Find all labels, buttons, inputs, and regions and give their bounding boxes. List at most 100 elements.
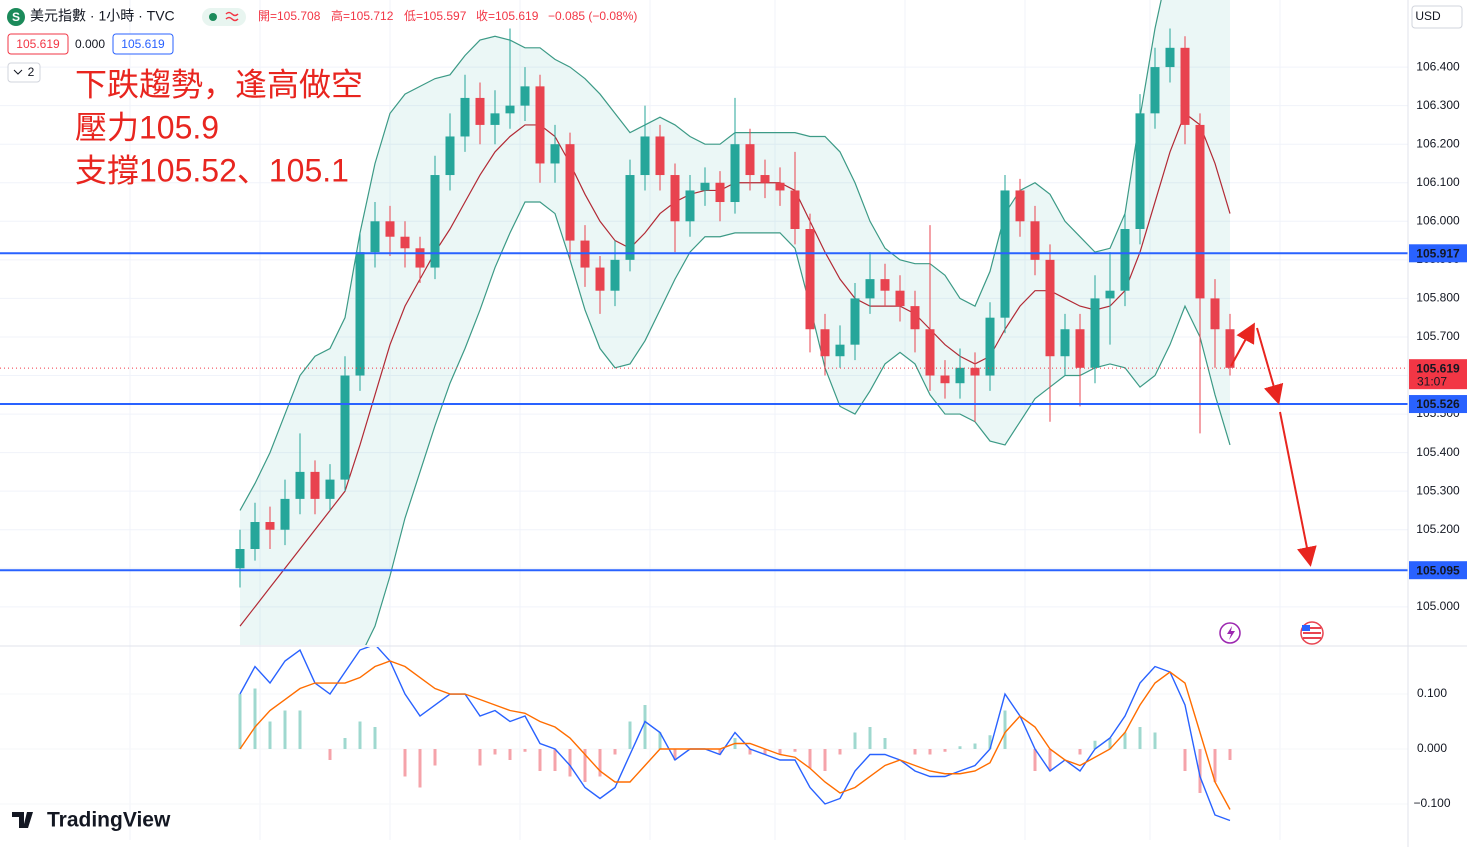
histogram-bar xyxy=(403,748,407,777)
candle-body xyxy=(850,298,860,345)
logo-mark xyxy=(12,812,33,828)
candle-body xyxy=(940,375,950,384)
level-label: 105.917 xyxy=(1416,246,1460,260)
candle-body xyxy=(835,344,845,357)
candle-body xyxy=(1180,47,1190,125)
ask-price: 105.619 xyxy=(121,37,165,51)
candle-body xyxy=(1030,221,1040,260)
y-tick-label: −0.100 xyxy=(1413,796,1450,810)
histogram-bar xyxy=(253,688,257,749)
chevron xyxy=(13,69,23,75)
y-tick-label: 105.400 xyxy=(1416,445,1460,459)
histogram-bar xyxy=(748,748,752,755)
histogram-bar xyxy=(553,748,557,771)
symbol-icon xyxy=(7,8,25,26)
histogram-bar xyxy=(373,727,377,749)
histogram-bar xyxy=(358,721,362,749)
price-box xyxy=(112,33,174,55)
candle-body xyxy=(625,175,635,260)
candle-body xyxy=(370,221,380,253)
candle-body xyxy=(280,498,290,530)
candle-body xyxy=(760,175,770,183)
candle-body xyxy=(445,136,455,176)
histogram-bar xyxy=(1228,748,1232,760)
histogram-bar xyxy=(868,727,872,749)
histogram-bar xyxy=(973,743,977,749)
candle-body xyxy=(325,479,335,499)
candle-body xyxy=(955,367,965,384)
symbol-title[interactable]: 美元指數 · 1小時 · TVC xyxy=(30,8,175,24)
candle-body xyxy=(925,329,935,376)
status-dot xyxy=(209,13,217,21)
candle-body xyxy=(655,136,665,176)
level-label-bg xyxy=(1409,395,1467,414)
ohlc-value: 開=105.708 xyxy=(258,9,321,23)
y-tick-label: 106.100 xyxy=(1416,175,1460,189)
histogram-bar xyxy=(1108,738,1112,749)
candle-body xyxy=(505,105,515,114)
candle-body xyxy=(670,175,680,222)
candle-body xyxy=(520,86,530,106)
symbol-letter: S xyxy=(12,10,20,24)
bid-price: 105.619 xyxy=(16,37,60,51)
y-tick-label: 105.700 xyxy=(1416,329,1460,343)
histogram-bar xyxy=(538,748,542,771)
ohlc-value: 低=105.597 xyxy=(404,9,467,23)
histogram-bar xyxy=(1048,748,1052,771)
histogram-bar xyxy=(958,746,962,749)
indicator-toggle[interactable] xyxy=(7,62,41,83)
ohlc-readout: 開=105.708 高=105.712 低=105.597 收=105.619 −0.0… xyxy=(258,8,637,23)
currency: USD xyxy=(1415,9,1441,23)
y-tick-label: 106.400 xyxy=(1416,59,1460,73)
candle-body xyxy=(475,97,485,125)
candle-body xyxy=(490,113,500,125)
candle-body xyxy=(775,182,785,191)
status-icon xyxy=(225,11,239,22)
candle-body xyxy=(970,367,980,376)
candle-body xyxy=(1195,124,1205,299)
histogram-bar xyxy=(613,748,617,755)
candle-body xyxy=(1060,329,1070,357)
price-box xyxy=(7,33,69,55)
candle-body xyxy=(1165,47,1175,68)
logo-text[interactable]: TradingView xyxy=(47,809,171,832)
candle-body xyxy=(820,329,830,357)
status-toggle[interactable] xyxy=(202,8,246,26)
ohlc-value: 收=105.619 xyxy=(476,9,539,23)
indicator-count: 2 xyxy=(28,65,35,79)
histogram-bar xyxy=(598,748,602,777)
histogram-bar xyxy=(1153,732,1157,749)
histogram-bar xyxy=(1138,727,1142,749)
candle-body xyxy=(295,471,305,499)
candle-body xyxy=(1135,113,1145,230)
histogram-bar xyxy=(793,748,797,752)
histogram-bar xyxy=(298,710,302,749)
histogram-bar xyxy=(583,748,587,782)
y-tick-label: 105.300 xyxy=(1416,483,1460,497)
histogram-bar xyxy=(988,735,992,749)
histogram-bar xyxy=(418,748,422,788)
candle-body xyxy=(340,375,350,480)
candle-body xyxy=(550,144,560,164)
candle-body xyxy=(745,144,755,176)
y-tick-label: 105.200 xyxy=(1416,522,1460,536)
lightning xyxy=(1227,626,1235,640)
y-tick-label: 106.000 xyxy=(1416,213,1460,227)
y-tick-label: 105.800 xyxy=(1416,291,1460,305)
histogram-bar xyxy=(943,748,947,752)
histogram-bar xyxy=(1183,748,1187,771)
currency-button[interactable] xyxy=(1411,5,1463,29)
candle-body xyxy=(250,522,260,550)
macd-pane xyxy=(238,647,1232,822)
last-price-bg xyxy=(1409,359,1467,390)
candle-body xyxy=(715,182,725,203)
candle-body xyxy=(700,182,710,191)
candle-body xyxy=(640,136,650,176)
histogram-bar xyxy=(1213,748,1217,782)
candle-body xyxy=(1015,190,1025,222)
histogram-bar xyxy=(433,748,437,766)
histogram-bar xyxy=(508,748,512,760)
spread: 0.000 xyxy=(75,37,105,51)
